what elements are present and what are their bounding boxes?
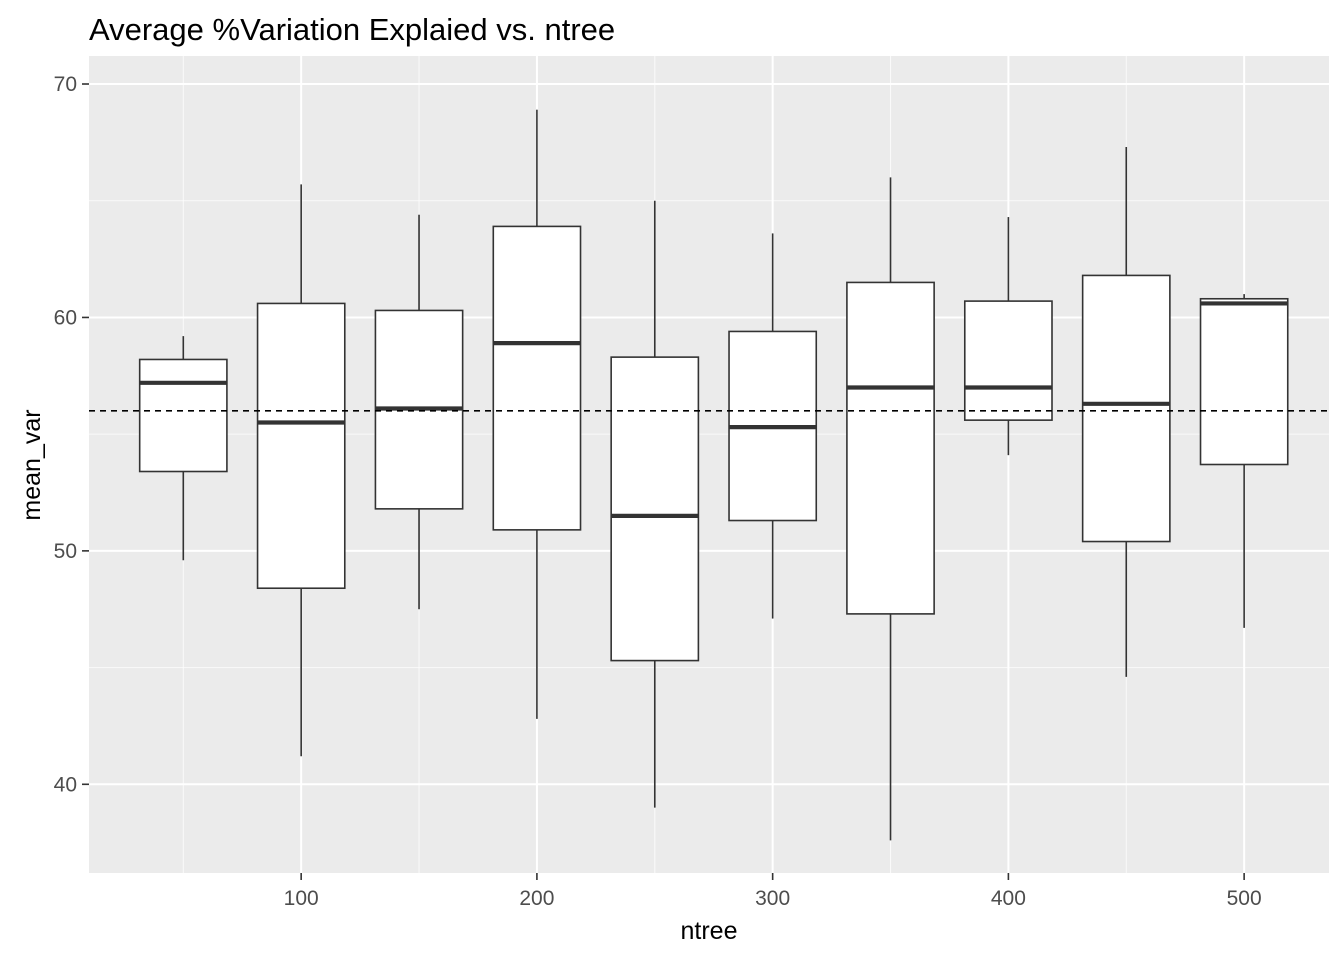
iqr-box bbox=[1199, 297, 1289, 466]
iqr-box bbox=[963, 300, 1053, 421]
box-ntree-100 bbox=[256, 184, 346, 757]
x-tick-label: 300 bbox=[755, 887, 790, 910]
box-ntree-250 bbox=[610, 200, 700, 808]
iqr-box bbox=[1081, 274, 1171, 543]
iqr-box bbox=[256, 302, 346, 590]
box-ntree-500 bbox=[1199, 294, 1289, 628]
boxplot-series bbox=[138, 109, 1289, 841]
box-ntree-300 bbox=[728, 233, 818, 619]
y-tick-label: 40 bbox=[54, 773, 77, 796]
box-ntree-200 bbox=[492, 109, 582, 719]
y-tick-label: 50 bbox=[54, 540, 77, 563]
iqr-box bbox=[138, 358, 228, 473]
box-ntree-350 bbox=[846, 177, 935, 841]
x-tick-label: 100 bbox=[284, 887, 319, 910]
box-ntree-400 bbox=[963, 217, 1053, 456]
chart-title: Average %Variation Explaied vs. ntree bbox=[89, 12, 615, 47]
x-axis-label: ntree bbox=[681, 917, 738, 945]
y-axis-label: mean_var bbox=[18, 409, 46, 520]
x-tick-label: 500 bbox=[1227, 887, 1262, 910]
x-tick-label: 200 bbox=[519, 887, 554, 910]
box-ntree-450 bbox=[1081, 147, 1171, 677]
y-tick-label: 60 bbox=[54, 306, 77, 329]
y-tick-label: 70 bbox=[54, 73, 77, 96]
y-axis-ticks: 40 50 60 70 bbox=[54, 73, 89, 796]
x-axis-ticks: 100 200 300 400 500 bbox=[284, 873, 1262, 910]
x-tick-label: 400 bbox=[991, 887, 1026, 910]
box-ntree-150 bbox=[374, 214, 464, 610]
iqr-box bbox=[846, 281, 935, 615]
box-ntree-50 bbox=[138, 336, 228, 561]
iqr-box bbox=[610, 356, 700, 662]
iqr-box bbox=[492, 225, 582, 531]
